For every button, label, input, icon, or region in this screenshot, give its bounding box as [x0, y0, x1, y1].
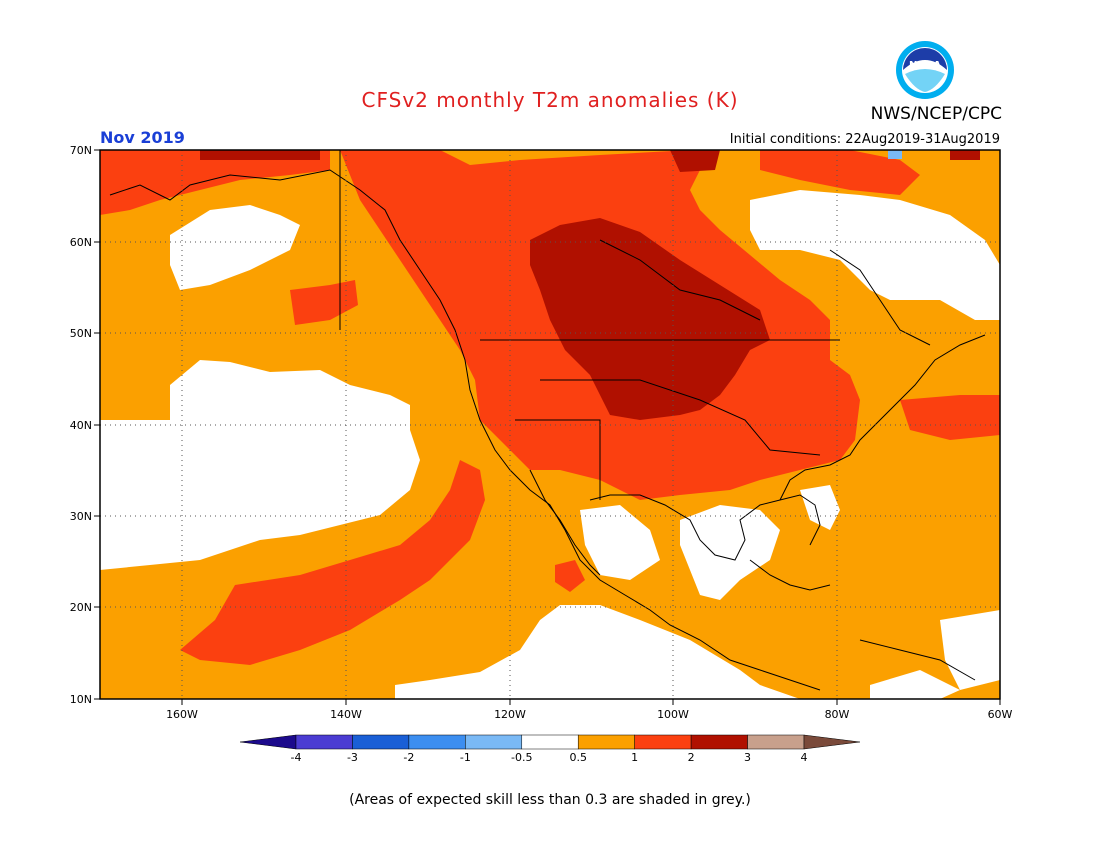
agency-label: NWS/NCEP/CPC — [870, 104, 1002, 124]
lat-label: 30N — [70, 510, 92, 523]
lat-label: 60N — [70, 236, 92, 249]
map-title: CFSv2 monthly T2m anomalies (K) — [361, 88, 739, 112]
colorbar-tick-label: -4 — [291, 751, 302, 764]
lat-label: 20N — [70, 601, 92, 614]
anomaly-region — [888, 150, 902, 159]
colorbar: -4 -3 -2 -1 -0.5 0.5 1 2 3 4 — [239, 734, 861, 764]
footnote: (Areas of expected skill less than 0.3 a… — [349, 792, 751, 808]
latitude-labels: 70N 60N 50N 40N 30N 20N 10N — [70, 144, 92, 706]
longitude-labels: 160W 140W 120W 100W 80W 60W — [166, 708, 1012, 721]
forecast-month: Nov 2019 — [100, 128, 185, 147]
anomaly-region — [100, 360, 420, 570]
coastlines — [109, 150, 986, 691]
lat-label: 40N — [70, 419, 92, 432]
lon-label: 160W — [166, 708, 198, 721]
anomaly-region — [680, 505, 780, 600]
lon-label: 120W — [494, 708, 526, 721]
anomaly-region — [800, 485, 840, 530]
colorbar-segment — [634, 734, 692, 750]
initial-conditions: Initial conditions: 22Aug2019-31Aug2019 — [729, 132, 1000, 147]
lon-label: 80W — [825, 708, 850, 721]
colorbar-tick-label: 3 — [744, 751, 751, 764]
anomaly-region — [530, 218, 770, 420]
colorbar-tick-label: -2 — [403, 751, 414, 764]
anomaly-region — [950, 150, 980, 160]
anomaly-region — [180, 460, 485, 665]
lon-label: 100W — [657, 708, 689, 721]
colorbar-segment — [408, 734, 466, 750]
lat-label: 50N — [70, 327, 92, 340]
colorbar-tick-label: 1 — [631, 751, 638, 764]
anomaly-region — [100, 150, 330, 215]
anomaly-region — [760, 150, 920, 195]
lon-label: 60W — [988, 708, 1013, 721]
anomaly-region — [555, 560, 585, 592]
anomaly-region — [750, 190, 1000, 320]
colorbar-segment — [465, 734, 523, 750]
anomaly-region — [900, 395, 1000, 440]
anomaly-region — [395, 605, 800, 699]
anomaly-region — [290, 280, 358, 325]
anomaly-region — [580, 505, 660, 580]
colorbar-arrow-high — [803, 734, 861, 750]
lat-label: 70N — [70, 144, 92, 157]
anomaly-region — [200, 150, 320, 160]
colorbar-tick-label: 0.5 — [569, 751, 587, 764]
logo-text: NOAA — [909, 60, 941, 71]
colorbar-tick-label: 4 — [801, 751, 808, 764]
axis-ticks — [94, 149, 1001, 705]
anomaly-region — [670, 150, 720, 172]
anomaly-region — [940, 610, 1000, 690]
colorbar-arrow-low — [239, 734, 297, 750]
colorbar-tick-label: 2 — [688, 751, 695, 764]
colorbar-segment — [690, 734, 748, 750]
anomaly-region — [170, 205, 300, 290]
lon-label: 140W — [330, 708, 362, 721]
colorbar-tick-label: -0.5 — [511, 751, 532, 764]
noaa-logo: NOAA — [896, 41, 954, 99]
lat-label: 10N — [70, 693, 92, 706]
colorbar-tick-label: -3 — [347, 751, 358, 764]
colorbar-segment — [295, 734, 353, 750]
colorbar-segment — [577, 734, 635, 750]
colorbar-segment — [747, 734, 805, 750]
graticule — [100, 150, 1000, 699]
colorbar-tick-label: -1 — [460, 751, 471, 764]
anomaly-region — [870, 670, 960, 699]
colorbar-segment — [521, 734, 579, 750]
colorbar-segment — [352, 734, 410, 750]
